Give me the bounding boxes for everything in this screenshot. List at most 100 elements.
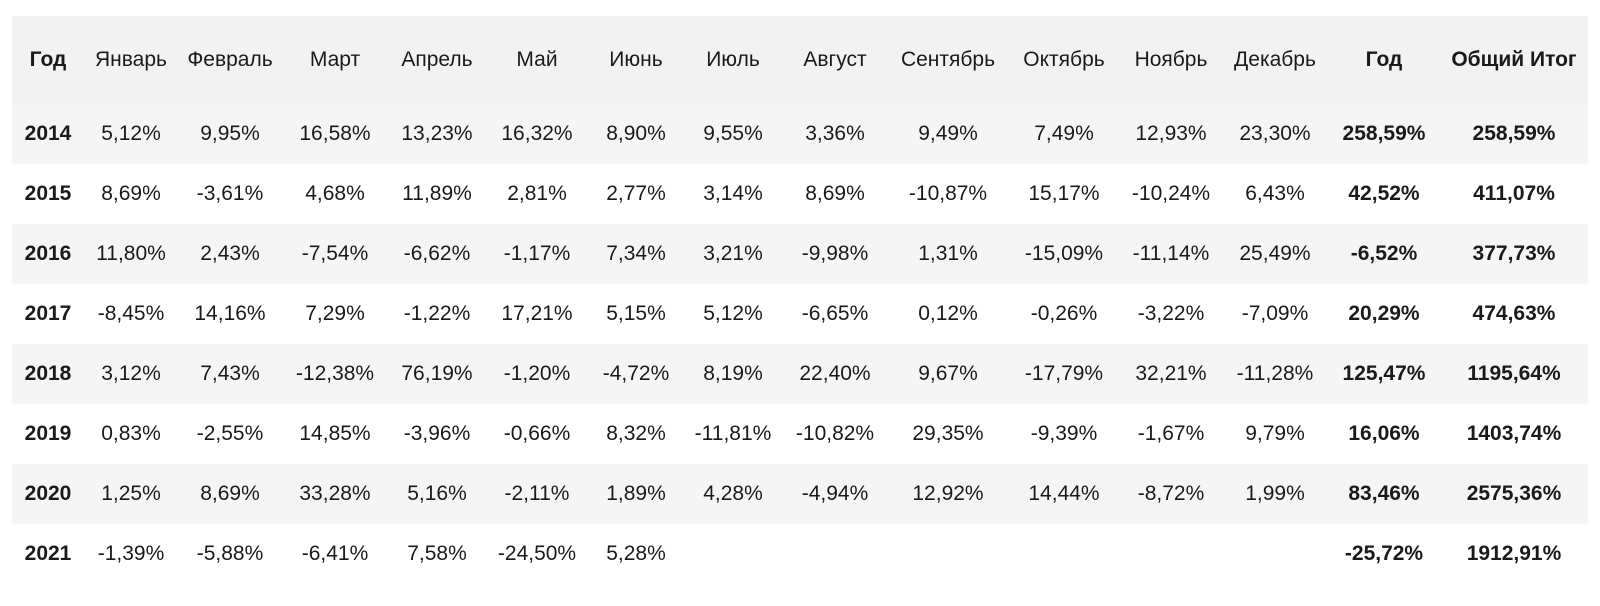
table-row: 2014 5,12% 9,95% 16,58% 13,23% 16,32% 8,90% 9,5… (12, 104, 1588, 164)
month-return-cell: -9,98% (801, 242, 869, 265)
year-total-cell: 16,06% (1348, 422, 1420, 445)
month-return-cell: 32,21% (1135, 362, 1207, 385)
col-header-year-total: Год (1365, 48, 1403, 71)
col-header-february: Февраль (187, 48, 273, 71)
month-return-cell: -1,20% (503, 362, 571, 385)
cumulative-total-cell: 1195,64% (1467, 362, 1561, 385)
year-total-cell: 83,46% (1348, 482, 1420, 505)
col-header-december: Декабрь (1234, 48, 1316, 71)
table-row: 2019 0,83% -2,55% 14,85% -3,96% -0,66% 8,32% -1… (12, 404, 1588, 464)
month-return-cell: 5,12% (703, 302, 763, 325)
col-header-october: Октябрь (1023, 48, 1105, 71)
month-return-cell: 2,81% (507, 182, 567, 205)
month-return-cell: 29,35% (912, 422, 984, 445)
month-return-cell: 4,28% (703, 482, 763, 505)
month-return-cell: -10,82% (795, 422, 875, 445)
month-return-cell: -3,96% (403, 422, 471, 445)
month-return-cell: -2,11% (504, 482, 570, 505)
year-total-cell: -6,52% (1350, 242, 1418, 265)
month-return-cell: 12,92% (912, 482, 984, 505)
month-return-cell: -8,72% (1137, 482, 1205, 505)
month-return-cell: -1,17% (503, 242, 571, 265)
month-return-cell: 2,77% (606, 182, 666, 205)
table-row: 2020 1,25% 8,69% 33,28% 5,16% -2,11% 1,89% 4,28… (12, 464, 1588, 524)
month-return-cell (782, 524, 888, 584)
month-return-cell: -4,94% (801, 482, 869, 505)
month-return-cell: -11,28% (1236, 362, 1314, 385)
month-return-cell: 2,43% (200, 242, 260, 265)
returns-table-container: Год Январь Февраль Март Апрель Май Июнь … (12, 16, 1588, 584)
month-return-cell (888, 524, 1008, 584)
month-return-cell: -12,38% (295, 362, 375, 385)
row-year-cell: 2018 (24, 362, 72, 385)
month-return-cell: 9,49% (918, 122, 978, 145)
col-header-july: Июль (706, 48, 760, 71)
month-return-cell: 9,95% (200, 122, 260, 145)
month-return-cell: 23,30% (1239, 122, 1311, 145)
col-header-cumulative-total: Общий Итог (1451, 48, 1577, 71)
month-return-cell: 15,17% (1028, 182, 1100, 205)
month-return-cell: 5,12% (101, 122, 161, 145)
month-return-cell: 5,15% (606, 302, 666, 325)
month-return-cell: 11,80% (96, 242, 166, 265)
cumulative-total-cell: 1403,74% (1466, 422, 1562, 445)
month-return-cell: 1,25% (101, 482, 161, 505)
month-return-cell: -9,39% (1030, 422, 1098, 445)
month-return-cell: -3,22% (1137, 302, 1205, 325)
col-header-november: Ноябрь (1134, 48, 1208, 71)
month-return-cell: -24,50% (497, 542, 577, 565)
month-return-cell: 16,32% (501, 122, 573, 145)
month-return-cell: 5,28% (606, 542, 666, 565)
month-return-cell: 8,69% (200, 482, 260, 505)
month-return-cell: -1,39% (97, 542, 165, 565)
year-total-cell: 20,29% (1348, 302, 1420, 325)
month-return-cell: 7,58% (407, 542, 467, 565)
table-header-row: Год Январь Февраль Март Апрель Май Июнь … (12, 16, 1588, 104)
col-header-march: Март (309, 48, 361, 71)
month-return-cell: -5,88% (196, 542, 264, 565)
col-header-january: Январь (95, 48, 167, 71)
cumulative-total-cell: 377,73% (1472, 242, 1556, 265)
col-header-august: Август (803, 48, 867, 71)
month-return-cell (684, 524, 782, 584)
month-return-cell: 12,93% (1135, 122, 1207, 145)
month-return-cell: -15,09% (1024, 242, 1104, 265)
cumulative-total-cell: 258,59% (1472, 122, 1556, 145)
row-year-cell: 2020 (24, 482, 72, 505)
month-return-cell: -6,62% (403, 242, 471, 265)
table-row: 2021 -1,39% -5,88% -6,41% 7,58% -24,50% 5,28% -… (12, 524, 1588, 584)
year-total-cell: 42,52% (1348, 182, 1420, 205)
month-return-cell (1120, 524, 1222, 584)
month-return-cell: 9,55% (703, 122, 763, 145)
month-return-cell (1222, 524, 1328, 584)
month-return-cell: -11,81% (694, 422, 772, 445)
month-return-cell (1008, 524, 1120, 584)
cumulative-total-cell: 411,07% (1473, 182, 1555, 205)
row-year-cell: 2014 (24, 122, 72, 145)
month-return-cell: 7,49% (1034, 122, 1094, 145)
month-return-cell: 8,69% (101, 182, 161, 205)
month-return-cell: 0,12% (918, 302, 978, 325)
month-return-cell: 8,32% (606, 422, 666, 445)
month-return-cell: 8,19% (703, 362, 763, 385)
month-return-cell: 3,21% (703, 242, 763, 265)
row-year-cell: 2019 (24, 422, 72, 445)
month-return-cell: 7,34% (606, 242, 666, 265)
year-total-cell: -25,72% (1344, 542, 1424, 565)
month-return-cell: -17,79% (1024, 362, 1104, 385)
year-total-cell: 258,59% (1342, 122, 1426, 145)
cumulative-total-cell: 2575,36% (1466, 482, 1562, 505)
month-return-cell: 76,19% (401, 362, 473, 385)
row-year-cell: 2016 (24, 242, 72, 265)
month-return-cell: -1,67% (1137, 422, 1205, 445)
col-header-april: Апрель (401, 48, 473, 71)
table-row: 2018 3,12% 7,43% -12,38% 76,19% -1,20% -4,72% 8… (12, 344, 1588, 404)
table-row: 2015 8,69% -3,61% 4,68% 11,89% 2,81% 2,77% 3,14… (12, 164, 1588, 224)
month-return-cell: 25,49% (1239, 242, 1311, 265)
col-header-may: Май (516, 48, 558, 71)
table-row: 2017 -8,45% 14,16% 7,29% -1,22% 17,21% 5,15% 5,… (12, 284, 1588, 344)
month-return-cell: -3,61% (196, 182, 264, 205)
month-return-cell: 4,68% (305, 182, 365, 205)
month-return-cell: -7,54% (301, 242, 369, 265)
table-body: 2014 5,12% 9,95% 16,58% 13,23% 16,32% 8,90% 9,5… (12, 104, 1588, 584)
